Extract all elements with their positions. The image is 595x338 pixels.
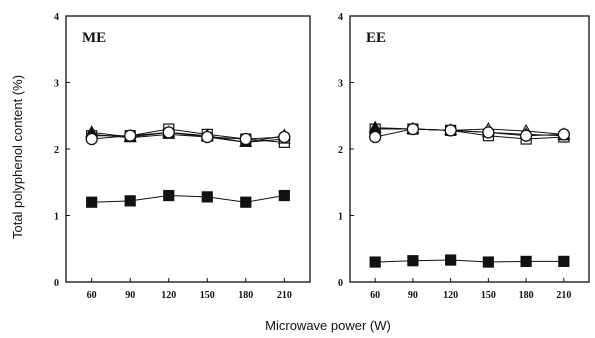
y-tick-label: 3 [54, 79, 59, 90]
series-line-open-circle [91, 131, 285, 140]
data-point-filled-square [558, 255, 570, 267]
y-tick-label: 1 [54, 212, 59, 223]
x-tick-label: 60 [87, 290, 97, 301]
chart-panel-me: 0 1 2 3 4 60 90 120 150 180 210 ME [54, 12, 311, 301]
data-point-open-circle [444, 124, 457, 137]
x-axis-label: Microwave power (W) [265, 318, 391, 333]
data-point-filled-square [369, 256, 381, 268]
x-tick-label: 180 [238, 290, 253, 301]
data-point-open-circle [162, 126, 175, 139]
data-point-open-circle [201, 130, 214, 144]
x-tick-label: 90 [125, 290, 135, 301]
data-point-filled-square [163, 189, 175, 202]
y-tick-label: 2 [338, 145, 343, 156]
data-point-open-circle [278, 130, 291, 144]
y-tick-label: 4 [338, 12, 343, 23]
x-tick-label: 180 [519, 290, 534, 301]
data-point-filled-square [407, 255, 419, 267]
data-point-open-circle [406, 122, 420, 136]
x-tick-label: 120 [161, 290, 176, 301]
data-point-filled-square [445, 254, 457, 266]
panel-label: ME [82, 30, 106, 46]
y-tick-label: 1 [338, 212, 343, 223]
plot-frame [349, 15, 590, 283]
y-axis-label: Total polyphenol content (%) [10, 75, 25, 239]
data-point-filled-square [520, 255, 532, 267]
series-line-filled-square [375, 259, 564, 263]
data-point-open-circle [482, 126, 495, 139]
x-tick-label: 210 [556, 290, 571, 301]
data-point-open-circle [239, 132, 252, 146]
x-tick-label: 90 [408, 290, 418, 301]
data-point-open-circle [519, 129, 533, 142]
y-tick-label: 4 [54, 12, 59, 23]
data-point-filled-square [482, 256, 494, 268]
x-tick-label: 120 [443, 290, 458, 301]
x-tick-label: 150 [481, 290, 496, 301]
y-tick-label: 0 [338, 278, 343, 289]
data-point-open-circle [369, 130, 382, 144]
x-tick-label: 150 [200, 290, 215, 301]
panel-label: EE [366, 30, 386, 46]
series-line-filled-triangle [91, 133, 285, 143]
plot-frame [65, 15, 311, 283]
x-tick-label: 210 [277, 290, 292, 301]
chart-panel-ee: 0 1 2 3 4 60 90 120 150 180 210 EE [338, 12, 590, 301]
data-point-filled-square [86, 196, 98, 208]
x-tick-label: 60 [370, 290, 380, 301]
data-point-open-circle [557, 128, 570, 141]
data-point-filled-square [124, 195, 136, 207]
y-tick-label: 0 [54, 278, 59, 289]
y-tick-label: 2 [54, 145, 59, 156]
data-point-filled-square [240, 196, 252, 208]
data-point-open-circle [124, 129, 137, 142]
data-point-filled-square [201, 191, 213, 203]
series-line-open-square [91, 128, 285, 143]
data-point-open-circle [85, 132, 98, 146]
series-line-filled-square [91, 195, 285, 203]
data-point-filled-square [278, 189, 290, 202]
y-tick-label: 3 [338, 79, 343, 90]
